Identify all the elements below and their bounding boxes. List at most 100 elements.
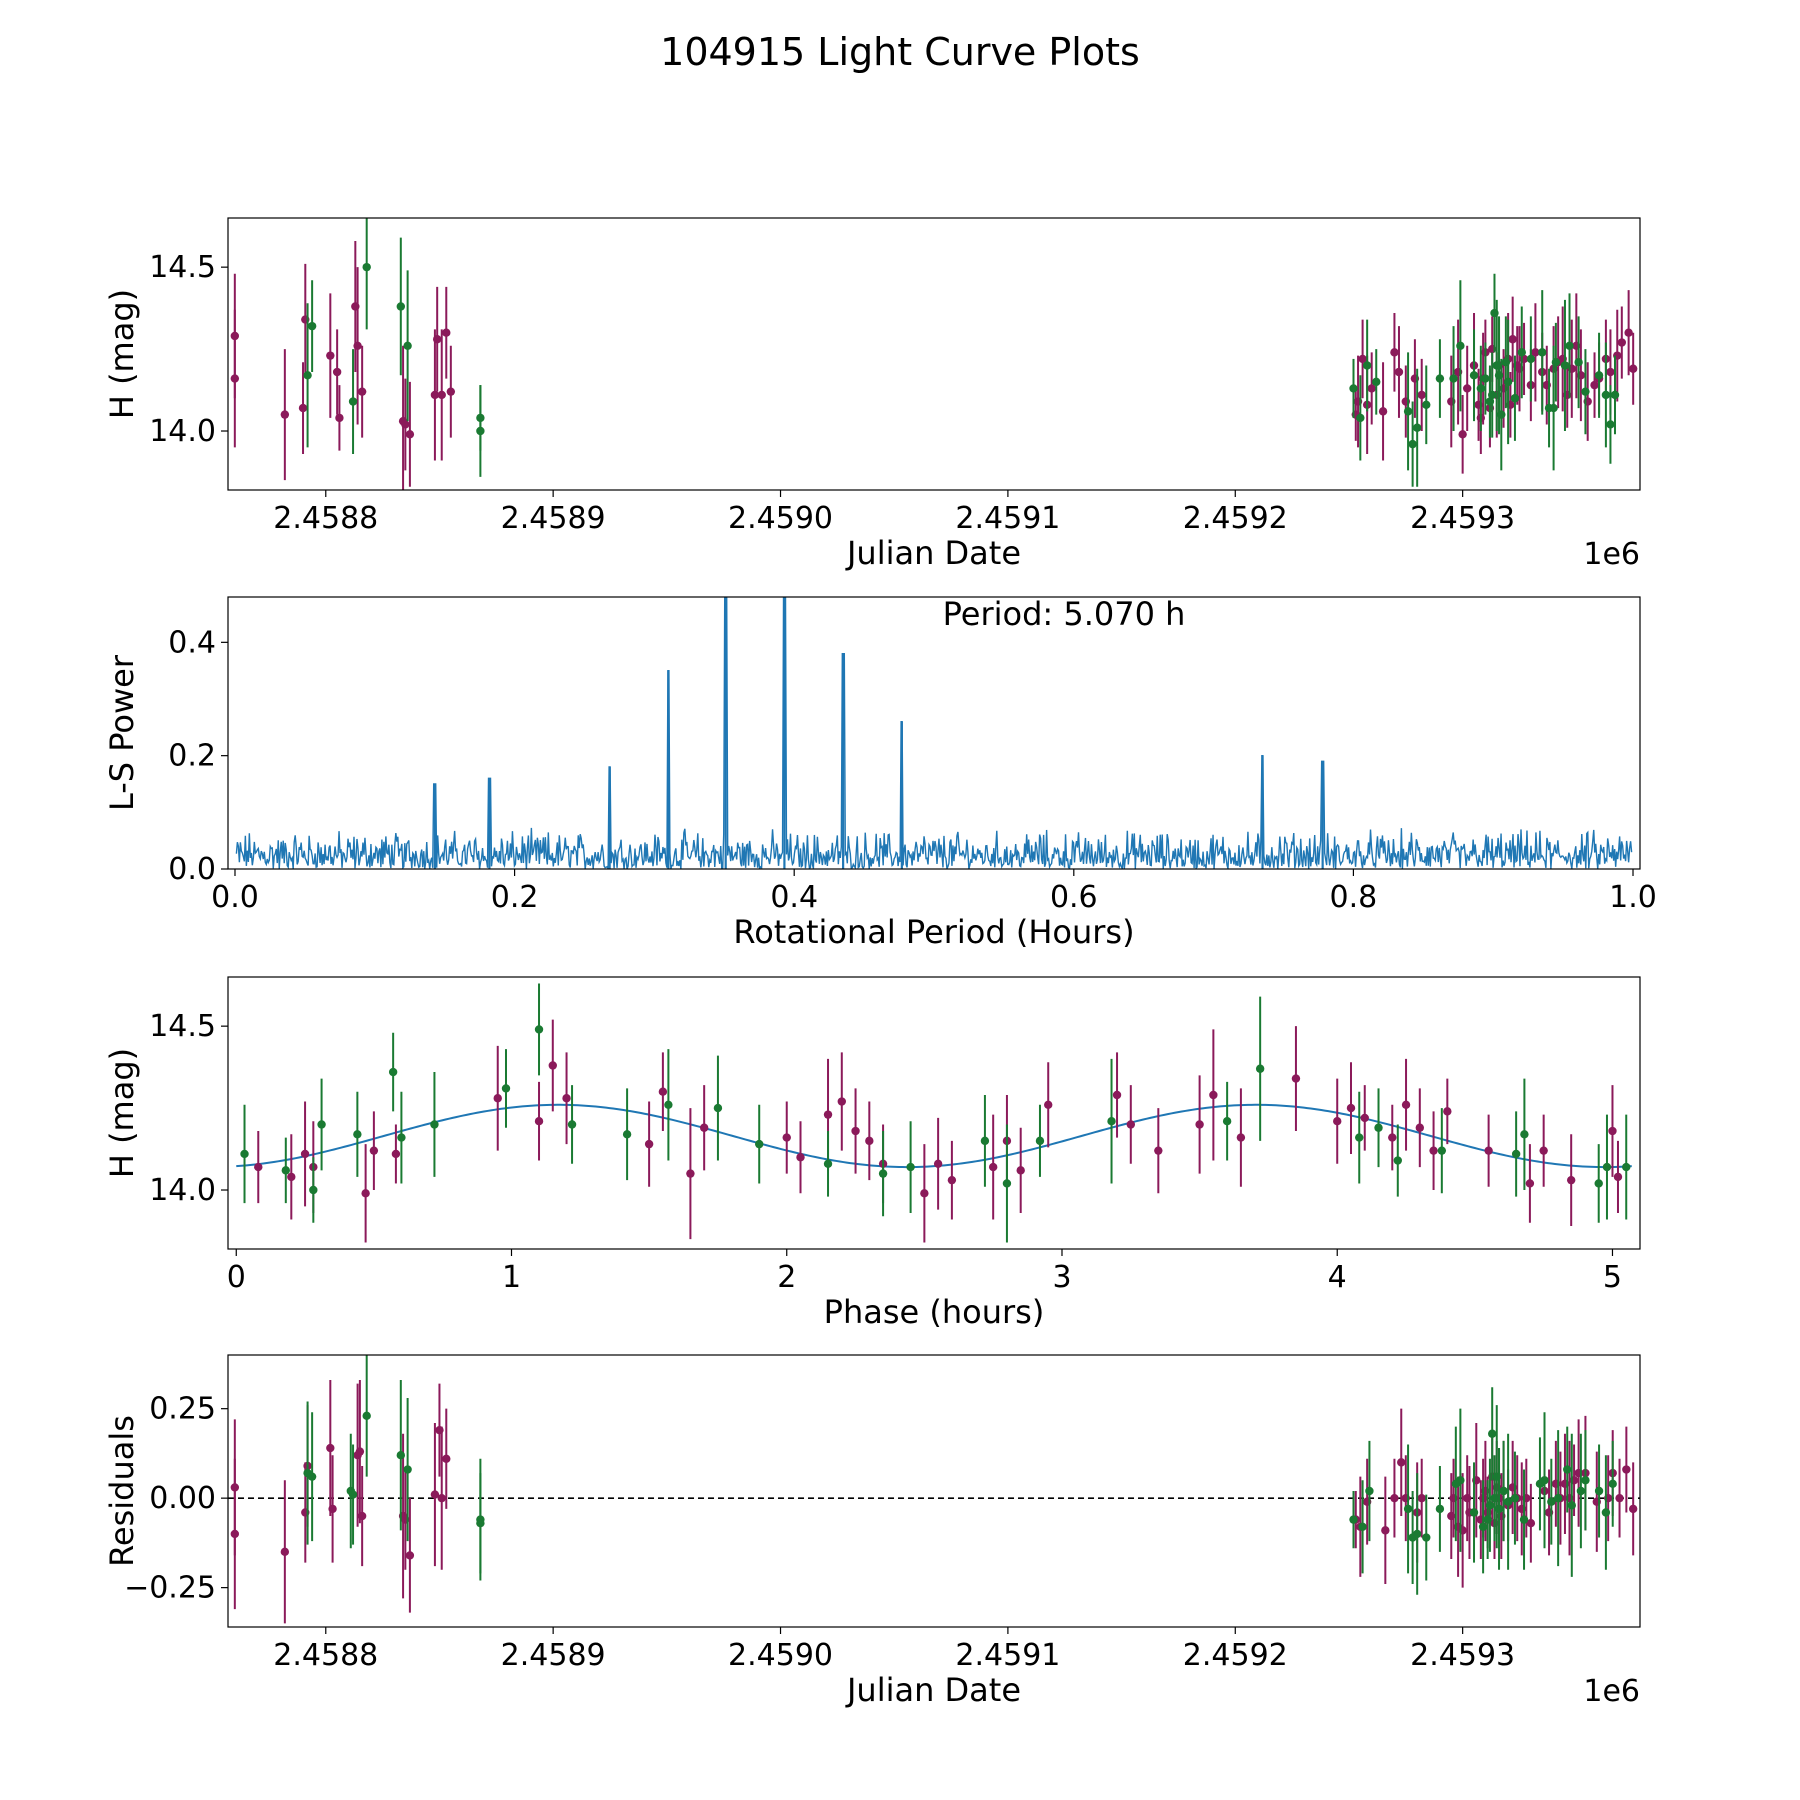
green-data-point bbox=[1255, 1064, 1265, 1073]
red-data-point bbox=[230, 374, 240, 383]
residuals-axes-frame bbox=[227, 1354, 1641, 1628]
green-data-point bbox=[1567, 1501, 1576, 1510]
red-data-point bbox=[796, 1153, 805, 1162]
green-data-point bbox=[1358, 1522, 1367, 1531]
green-data-point bbox=[664, 1100, 673, 1110]
red-data-point bbox=[1526, 1519, 1536, 1528]
red-data-point bbox=[1628, 364, 1638, 373]
red-data-point bbox=[1360, 1113, 1369, 1123]
x-tick-label: 2.4591 bbox=[955, 1638, 1060, 1673]
red-data-point bbox=[332, 367, 342, 377]
green-data-point bbox=[1107, 1116, 1116, 1126]
x-tick-label: 2.4593 bbox=[1410, 1638, 1515, 1673]
red-data-point bbox=[1415, 1123, 1425, 1132]
x-axis-label: Julian Date bbox=[845, 1671, 1021, 1709]
green-data-point bbox=[1403, 407, 1413, 416]
green-data-point bbox=[1606, 420, 1615, 429]
green-data-point bbox=[1551, 357, 1561, 367]
green-data-point bbox=[1610, 390, 1620, 400]
green-data-point bbox=[403, 1465, 412, 1474]
red-data-point bbox=[1126, 1120, 1135, 1129]
red-data-point bbox=[920, 1189, 929, 1198]
red-data-point bbox=[1044, 1100, 1053, 1110]
green-data-point bbox=[476, 426, 485, 436]
x-tick-label: 0.2 bbox=[491, 880, 539, 915]
red-data-point bbox=[405, 1551, 415, 1560]
green-data-point bbox=[1594, 371, 1604, 380]
x-tick-label: 0.6 bbox=[1050, 880, 1098, 915]
green-data-point bbox=[1002, 1179, 1012, 1188]
x-tick-label: 2.4589 bbox=[501, 1638, 606, 1673]
green-data-point bbox=[362, 262, 371, 272]
green-data-point bbox=[353, 1130, 362, 1139]
green-data-point bbox=[348, 397, 358, 406]
red-data-point bbox=[1112, 1090, 1122, 1100]
red-data-point bbox=[1397, 1458, 1406, 1467]
red-data-point bbox=[1346, 1103, 1356, 1113]
green-data-point bbox=[1511, 1149, 1521, 1159]
x-tick-label: 2 bbox=[777, 1260, 796, 1295]
y-axis-label: L-S Power bbox=[103, 654, 141, 811]
green-data-point bbox=[534, 1025, 544, 1034]
green-data-point bbox=[1435, 1504, 1445, 1514]
red-data-point bbox=[1358, 354, 1367, 364]
phased-plot-area bbox=[236, 983, 1632, 1243]
green-data-point bbox=[348, 1490, 358, 1499]
green-data-point bbox=[430, 1120, 439, 1129]
red-data-point bbox=[405, 430, 415, 439]
red-data-point bbox=[548, 1061, 557, 1070]
figure-title: 104915 Light Curve Plots bbox=[660, 30, 1140, 74]
green-data-point bbox=[980, 1136, 990, 1146]
green-data-point bbox=[1476, 384, 1486, 393]
x-tick-label: 2.4593 bbox=[1410, 501, 1515, 536]
lightcurve-plot-area bbox=[230, 218, 1638, 490]
green-data-point bbox=[1503, 1497, 1513, 1506]
red-data-point bbox=[287, 1172, 296, 1182]
x-axis-label: Julian Date bbox=[845, 534, 1021, 572]
green-data-point bbox=[1365, 1486, 1374, 1496]
green-series bbox=[303, 218, 1620, 487]
x-tick-label: 2.4588 bbox=[273, 501, 378, 536]
red-data-point bbox=[1236, 1133, 1246, 1142]
red-data-point bbox=[837, 1097, 846, 1106]
red-data-point bbox=[369, 1146, 379, 1155]
green-data-point bbox=[1540, 1476, 1549, 1485]
green-data-point bbox=[755, 1139, 764, 1149]
red-data-point bbox=[355, 1447, 365, 1456]
red-data-point bbox=[644, 1139, 654, 1149]
green-data-point bbox=[1469, 371, 1479, 380]
y-tick-label: 14.0 bbox=[149, 414, 216, 449]
red-data-point bbox=[1378, 407, 1388, 416]
red-data-point bbox=[432, 335, 442, 344]
green-data-point bbox=[1412, 423, 1422, 432]
green-data-point bbox=[388, 1067, 398, 1077]
green-data-point bbox=[1449, 374, 1458, 383]
red-data-point bbox=[1531, 348, 1540, 357]
red-data-point bbox=[988, 1162, 998, 1172]
green-data-point bbox=[1574, 357, 1583, 367]
red-data-point bbox=[1615, 1493, 1624, 1503]
periodogram-axes-frame bbox=[227, 596, 1641, 870]
red-data-point bbox=[446, 387, 456, 396]
lightcurve-axes-frame bbox=[227, 217, 1641, 491]
green-data-point bbox=[1565, 341, 1574, 351]
green-data-point bbox=[1581, 1476, 1590, 1485]
x-tick-label: 2.4590 bbox=[728, 501, 833, 536]
x-tick-label: 2.4591 bbox=[955, 501, 1060, 536]
green-data-point bbox=[1422, 1533, 1431, 1542]
red-data-point bbox=[1617, 338, 1627, 347]
y-tick-label: 0.0 bbox=[168, 852, 216, 887]
green-data-point bbox=[1601, 1508, 1611, 1517]
green-data-point bbox=[307, 1472, 317, 1481]
red-data-point bbox=[699, 1123, 709, 1132]
red-data-point bbox=[401, 420, 410, 429]
green-data-point bbox=[823, 1159, 833, 1168]
red-data-point bbox=[437, 390, 446, 400]
red-data-point bbox=[865, 1136, 874, 1146]
x-offset-label: 1e6 bbox=[1583, 1674, 1640, 1709]
green-data-point bbox=[1222, 1116, 1232, 1126]
red-data-point bbox=[1429, 1146, 1438, 1155]
green-data-point bbox=[878, 1169, 888, 1178]
green-data-point bbox=[1469, 1508, 1479, 1517]
